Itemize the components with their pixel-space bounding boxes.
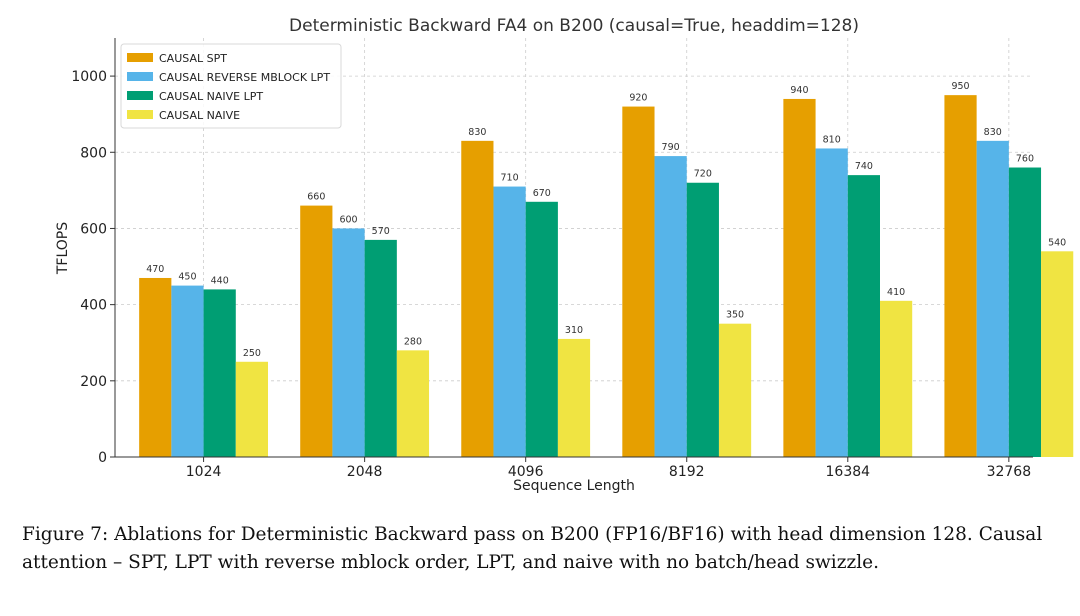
bar [332, 228, 365, 457]
x-tick-label: 4096 [508, 464, 544, 480]
data-label: 670 [533, 188, 551, 199]
data-label: 450 [178, 272, 196, 283]
bar [139, 277, 172, 457]
bar [976, 140, 1009, 457]
data-label: 720 [694, 169, 712, 180]
bar [171, 285, 204, 457]
legend-swatch [127, 110, 153, 119]
bar [235, 361, 268, 457]
y-tick-labels: 0 200 400 600 800 1000 [71, 69, 115, 466]
bar [944, 95, 977, 458]
axes [114, 38, 1033, 458]
legend-label: CAUSAL REVERSE MBLOCK LPT [159, 71, 330, 84]
bar [847, 175, 880, 458]
data-label: 830 [468, 127, 486, 138]
x-tick-label: 1024 [186, 464, 222, 480]
bar [783, 98, 816, 457]
bar [493, 186, 526, 457]
data-label: 350 [726, 310, 744, 321]
legend-swatch [127, 53, 153, 62]
data-label: 920 [629, 93, 647, 104]
legend-label: CAUSAL NAIVE [159, 109, 240, 122]
bar [364, 239, 397, 457]
y-tick-label: 800 [80, 145, 107, 161]
data-label: 280 [404, 336, 422, 347]
bar [718, 323, 752, 457]
data-label: 950 [951, 81, 969, 92]
bar [203, 289, 236, 457]
chart: Deterministic Backward FA4 on B200 (caus… [55, 16, 1074, 494]
bar [1041, 251, 1074, 457]
x-tick-label: 32768 [987, 464, 1032, 480]
bar [622, 106, 655, 458]
data-label: 940 [790, 85, 808, 96]
bar [1008, 167, 1042, 457]
data-label: 540 [1048, 237, 1066, 248]
bar [300, 205, 333, 457]
x-tick-label: 16384 [826, 464, 871, 480]
y-tick-label: 600 [80, 221, 107, 237]
y-axis-label: TFLOPS [55, 222, 71, 275]
x-tick-label: 8192 [669, 464, 705, 480]
bar [525, 201, 558, 457]
data-label: 310 [565, 325, 583, 336]
figure-caption: Figure 7: Ablations for Deterministic Ba… [22, 524, 1043, 573]
bar [396, 350, 430, 457]
data-label: 710 [501, 173, 519, 184]
data-label: 440 [211, 275, 229, 286]
x-axis-label: Sequence Length [513, 478, 635, 494]
y-tick-label: 400 [80, 298, 107, 314]
legend-label: CAUSAL NAIVE LPT [159, 90, 263, 103]
data-label: 250 [243, 348, 261, 359]
data-label: 570 [372, 226, 390, 237]
data-label: 410 [887, 287, 905, 298]
bar [880, 300, 913, 457]
data-label: 810 [823, 134, 841, 145]
data-label: 790 [662, 142, 680, 153]
data-labels: 470 450 440 250 660 600 570 280 830 710 670 310 920 7… [146, 81, 1066, 359]
data-label: 760 [1016, 154, 1034, 165]
y-tick-label: 1000 [71, 69, 107, 85]
bar [686, 182, 719, 457]
chart-title: Deterministic Backward FA4 on B200 (caus… [289, 16, 859, 36]
data-label: 740 [855, 161, 873, 172]
y-tick-label: 0 [98, 450, 107, 466]
data-label: 660 [307, 192, 325, 203]
y-tick-label: 200 [80, 374, 107, 390]
legend: CAUSAL SPT CAUSAL REVERSE MBLOCK LPT CAUSA… [120, 43, 342, 129]
data-label: 470 [146, 264, 164, 275]
legend-label: CAUSAL SPT [159, 52, 227, 65]
legend-swatch [127, 91, 153, 100]
x-tick-label: 2048 [347, 464, 383, 480]
legend-box [120, 43, 342, 129]
bar [654, 156, 687, 457]
data-label: 600 [339, 214, 357, 225]
bar [461, 140, 494, 457]
data-label: 830 [984, 127, 1002, 138]
bars [139, 95, 1074, 458]
bar [815, 148, 848, 458]
legend-swatch [127, 72, 153, 81]
bar [557, 338, 591, 457]
x-tick-labels: 1024 2048 4096 8192 16384 32768 [186, 457, 1031, 480]
